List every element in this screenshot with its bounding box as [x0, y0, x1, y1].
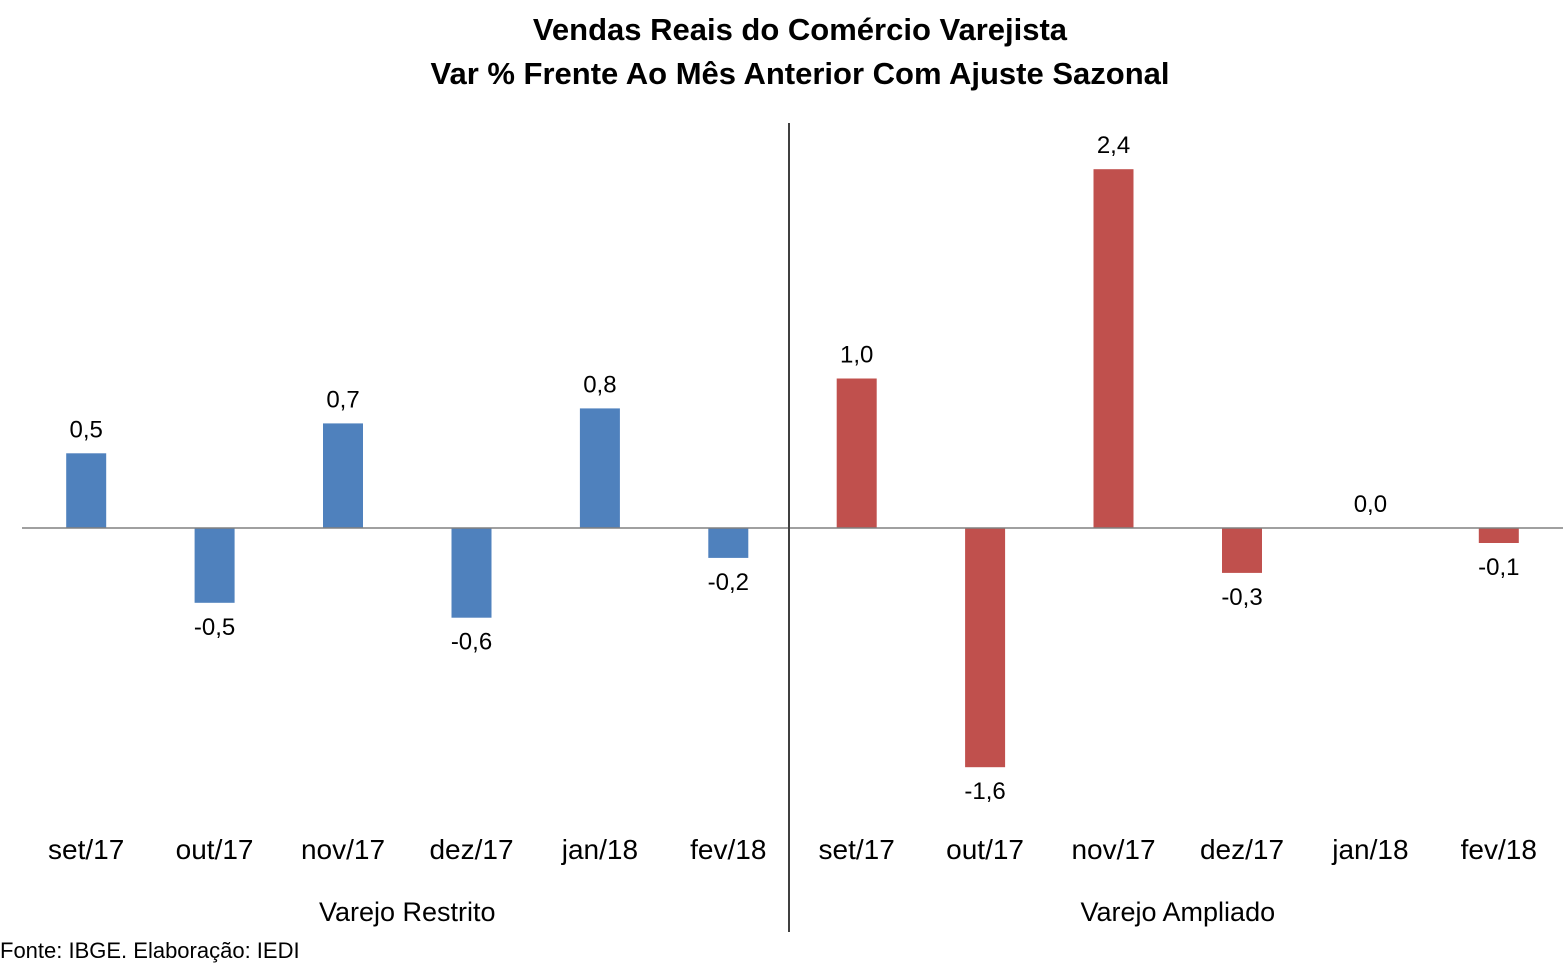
- data-label: -1,6: [964, 778, 1005, 805]
- x-tick-label: dez/17: [429, 834, 513, 865]
- data-label: 1,0: [840, 342, 873, 369]
- x-tick-label: jan/18: [561, 834, 638, 865]
- x-tick-label: fev/18: [1461, 834, 1537, 865]
- x-tick-label: out/17: [946, 834, 1024, 865]
- x-tick-label: set/17: [48, 834, 124, 865]
- bar-2-4: [1222, 528, 1262, 573]
- bar-1-5: [579, 408, 620, 528]
- data-label: -0,5: [194, 614, 235, 641]
- group-label: Varejo Restrito: [319, 897, 496, 927]
- bar-2-3: [1093, 169, 1134, 528]
- data-label: -0,2: [708, 569, 749, 596]
- x-tick-label: nov/17: [301, 834, 385, 865]
- group-label: Varejo Ampliado: [1080, 897, 1275, 927]
- bar-1-4: [451, 528, 492, 618]
- bar-2-1: [836, 378, 877, 528]
- data-label: -0,1: [1478, 554, 1519, 581]
- x-tick-label: jan/18: [1331, 834, 1408, 865]
- bar-1-6: [708, 528, 749, 558]
- data-label: 0,8: [583, 371, 616, 398]
- data-label: -0,6: [451, 629, 492, 656]
- x-tick-label: dez/17: [1200, 834, 1284, 865]
- source-note: Fonte: IBGE. Elaboração: IEDI: [0, 938, 300, 963]
- data-label: 0,5: [70, 416, 103, 443]
- chart-title: Vendas Reais do Comércio Varejista Var %…: [0, 8, 1563, 96]
- bar-1-1: [66, 453, 107, 529]
- chart-title-line1: Vendas Reais do Comércio Varejista: [532, 12, 1068, 47]
- x-tick-label: fev/18: [690, 834, 766, 865]
- data-label: 0,0: [1354, 491, 1387, 518]
- x-tick-label: set/17: [819, 834, 895, 865]
- x-tick-label: nov/17: [1071, 834, 1155, 865]
- data-label: 0,7: [326, 386, 359, 413]
- x-tick-label: out/17: [176, 834, 254, 865]
- chart-title-line2: Var % Frente Ao Mês Anterior Com Ajuste …: [430, 56, 1170, 91]
- bar-2-2: [965, 528, 1006, 768]
- data-label: 2,4: [1097, 132, 1130, 159]
- data-label: -0,3: [1221, 584, 1262, 611]
- bar-1-2: [194, 528, 235, 603]
- bar-1-3: [323, 423, 363, 528]
- bar-2-6: [1478, 528, 1519, 543]
